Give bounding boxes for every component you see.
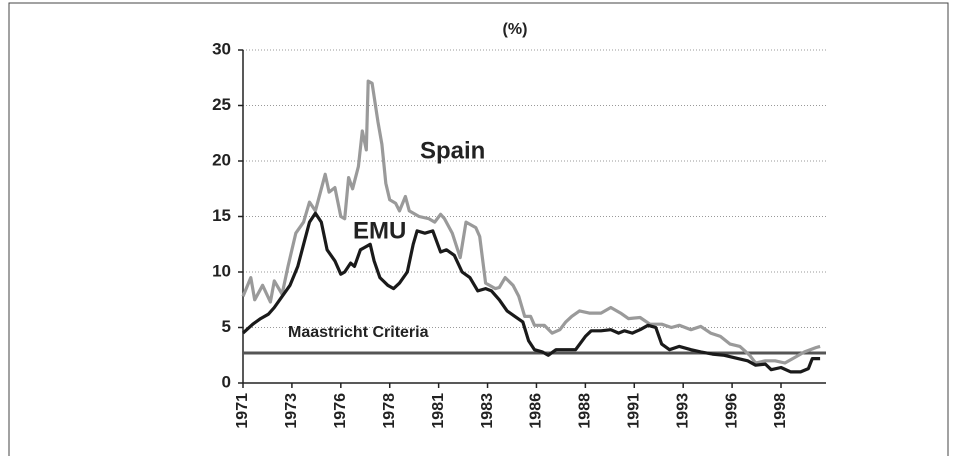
chart-title: (%) xyxy=(503,21,528,38)
series-line xyxy=(241,79,821,365)
x-tick-label: 1976 xyxy=(332,393,349,429)
x-tick-label: 1993 xyxy=(674,393,691,429)
x-tick-label: 1991 xyxy=(625,393,642,429)
y-tick-label: 20 xyxy=(212,150,231,169)
series-label: EMU xyxy=(353,217,406,244)
series-label: Spain xyxy=(420,137,485,164)
y-tick-label: 5 xyxy=(222,317,231,336)
frame xyxy=(8,2,949,456)
y-tick-label: 0 xyxy=(222,372,231,391)
x-tick-label: 1998 xyxy=(772,393,789,429)
x-tick-label: 1988 xyxy=(577,393,594,429)
series-line xyxy=(241,211,821,374)
x-tick-label: 1978 xyxy=(381,393,398,429)
reference-label: Maastricht Criteria xyxy=(288,324,429,341)
x-tick-label: 1996 xyxy=(723,393,740,429)
y-tick-label: 15 xyxy=(212,206,231,225)
x-tick-label: 1981 xyxy=(430,393,447,429)
x-tick-label: 1986 xyxy=(528,393,545,429)
y-tick-label: 10 xyxy=(212,261,231,280)
x-tick-label: 1983 xyxy=(479,393,496,429)
x-tick-label: 1971 xyxy=(234,393,251,429)
x-tick-label: 1973 xyxy=(283,393,300,429)
y-tick-label: 25 xyxy=(212,95,231,114)
y-tick-label: 30 xyxy=(212,39,231,58)
